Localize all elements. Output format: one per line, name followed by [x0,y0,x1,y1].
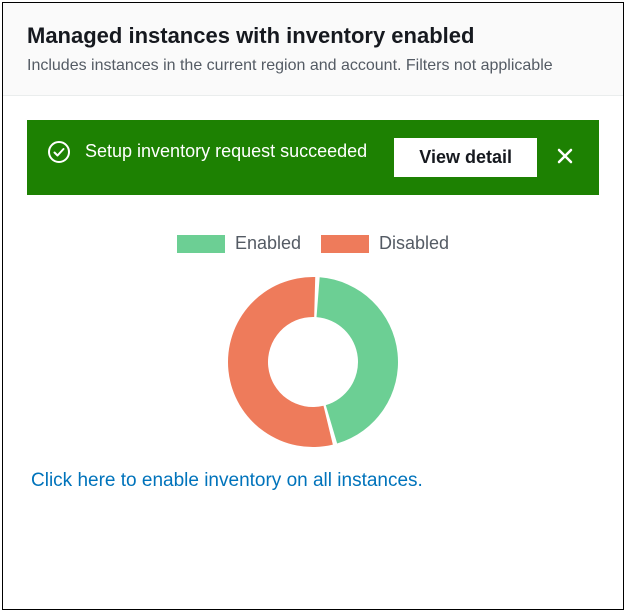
legend-swatch-disabled [321,235,369,253]
legend-swatch-enabled [177,235,225,253]
flash-message: Setup inventory request succeeded [85,138,380,164]
panel-title: Managed instances with inventory enabled [27,23,599,49]
legend-label-disabled: Disabled [379,233,449,254]
panel: Managed instances with inventory enabled… [2,2,624,610]
chart-legend: Enabled Disabled [27,233,599,254]
panel-content: Setup inventory request succeeded View d… [3,96,623,516]
legend-label-enabled: Enabled [235,233,301,254]
panel-subtitle: Includes instances in the current region… [27,55,599,77]
legend-item-enabled: Enabled [177,233,301,254]
legend-item-disabled: Disabled [321,233,449,254]
flash-success: Setup inventory request succeeded View d… [27,120,599,195]
enable-all-link[interactable]: Click here to enable inventory on all in… [31,470,423,491]
panel-header: Managed instances with inventory enabled… [3,3,623,96]
view-detail-button[interactable]: View detail [394,138,537,177]
chart-section: Enabled Disabled Click here to enable in… [27,233,599,492]
donut-chart [27,272,599,452]
check-circle-icon [47,140,71,169]
flash-close-button[interactable] [551,142,579,173]
enable-link-row: Click here to enable inventory on all in… [27,470,599,492]
donut-slice-disabled [228,277,333,447]
close-icon [555,146,575,169]
donut-slice-enabled [317,278,398,444]
